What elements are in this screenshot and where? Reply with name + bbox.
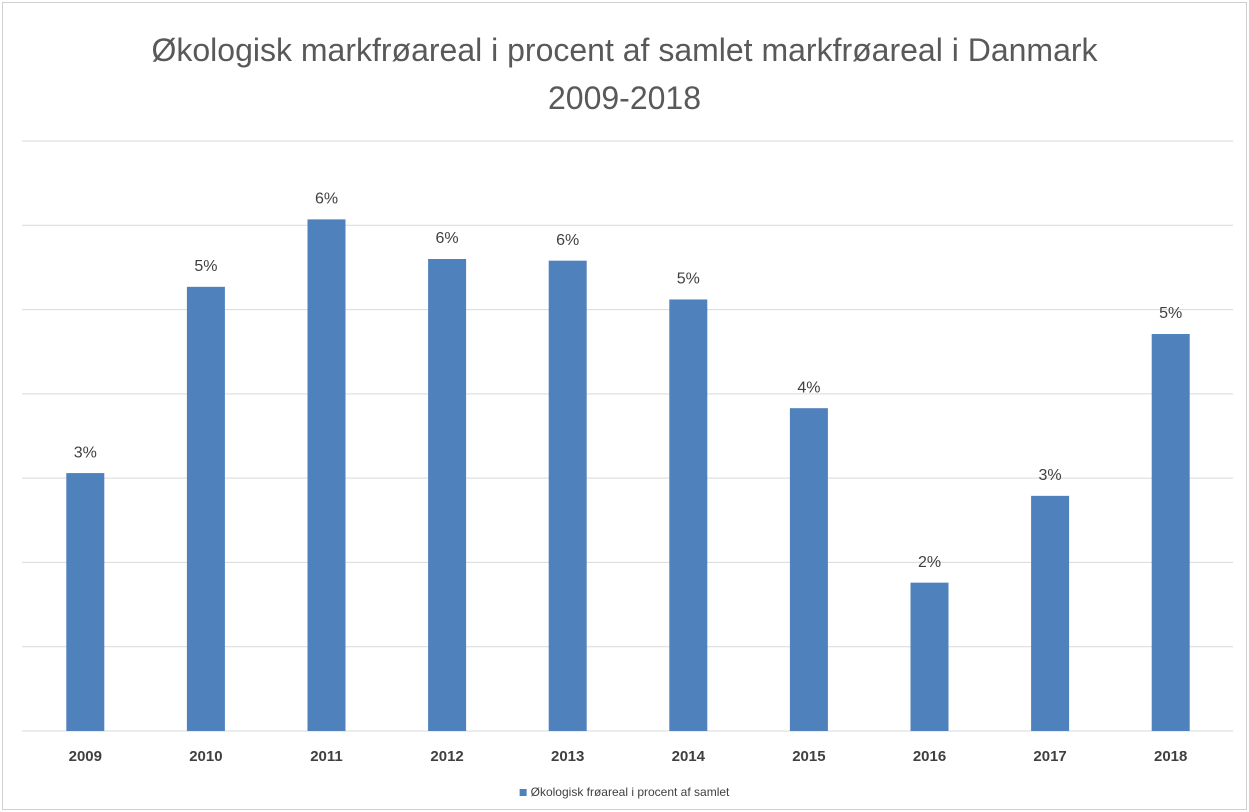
x-tick-label: 2011	[310, 748, 343, 765]
legend-swatch	[519, 789, 527, 796]
bar	[789, 408, 828, 731]
bar	[186, 286, 225, 731]
bar	[428, 259, 467, 731]
data-label: 5%	[677, 271, 700, 288]
x-tick-label: 2017	[1033, 748, 1066, 765]
data-label: 6%	[436, 230, 459, 247]
x-tick-label: 2012	[430, 748, 463, 765]
x-tick-label: 2013	[551, 748, 584, 765]
x-tick-label: 2018	[1154, 748, 1187, 765]
bar	[1031, 495, 1070, 731]
data-label: 6%	[556, 232, 579, 249]
bar	[307, 219, 346, 731]
data-label: 3%	[74, 444, 97, 461]
bar	[548, 260, 587, 731]
data-label: 3%	[1039, 467, 1062, 484]
bar	[1151, 334, 1190, 731]
x-tick-label: 2016	[913, 748, 946, 765]
x-tick-label: 2009	[69, 748, 102, 765]
data-label: 4%	[797, 379, 820, 396]
bar	[669, 299, 708, 731]
x-tick-label: 2015	[792, 748, 825, 765]
data-label: 2%	[918, 554, 941, 571]
x-tick-label: 2010	[189, 748, 222, 765]
legend-label: Økologisk frøareal i procent af samlet	[531, 785, 730, 799]
x-tick-label: 2014	[672, 748, 706, 765]
chart-title: Økologisk markfrøareal i procent af saml…	[151, 32, 1098, 116]
data-label: 5%	[194, 258, 217, 275]
data-label: 5%	[1159, 305, 1182, 322]
bar	[66, 473, 105, 731]
bar	[910, 582, 949, 731]
data-label: 6%	[315, 191, 338, 208]
